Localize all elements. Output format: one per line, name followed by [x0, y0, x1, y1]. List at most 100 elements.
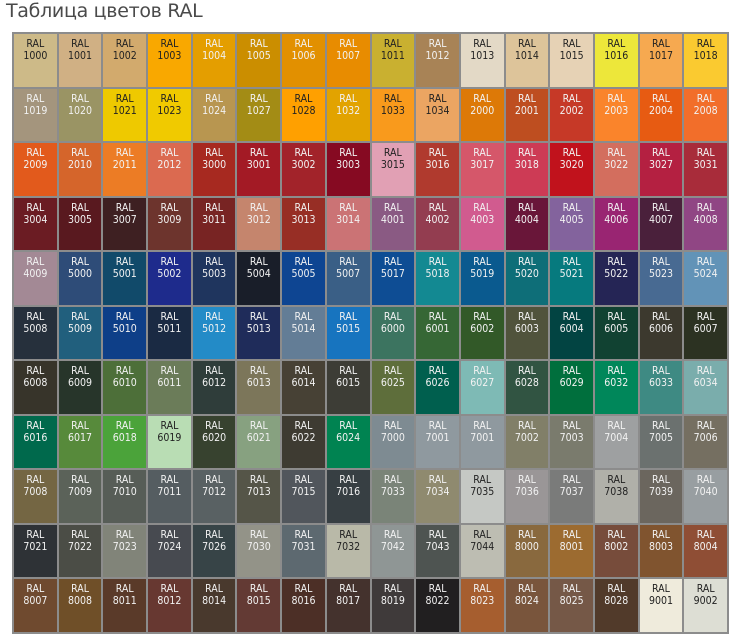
color-swatch-ral-5017[interactable]: RAL 5017: [371, 252, 415, 305]
color-swatch-ral-1005[interactable]: RAL 1005: [237, 34, 281, 87]
color-swatch-ral-6024[interactable]: RAL 6024: [326, 415, 370, 469]
color-swatch-ral-8022[interactable]: RAL 8022: [416, 579, 459, 632]
color-swatch-ral-5008[interactable]: RAL 5008: [14, 306, 57, 360]
color-swatch-ral-7034[interactable]: RAL 7034: [416, 470, 459, 523]
color-swatch-ral-2010[interactable]: RAL 2010: [58, 143, 102, 196]
color-swatch-ral-1016[interactable]: RAL 1016: [594, 34, 638, 87]
color-swatch-ral-6019[interactable]: RAL 6019: [148, 415, 191, 469]
color-swatch-ral-1024[interactable]: RAL 1024: [192, 88, 236, 142]
color-swatch-ral-1023[interactable]: RAL 1023: [148, 88, 191, 142]
color-swatch-ral-3022[interactable]: RAL 3022: [594, 143, 638, 196]
color-swatch-ral-5009[interactable]: RAL 5009: [58, 306, 102, 360]
color-swatch-ral-2003[interactable]: RAL 2003: [594, 88, 638, 142]
color-swatch-ral-1027[interactable]: RAL 1027: [237, 88, 281, 142]
color-swatch-ral-7010[interactable]: RAL 7010: [103, 470, 147, 523]
color-swatch-ral-7013[interactable]: RAL 7013: [237, 470, 281, 523]
color-swatch-ral-7043[interactable]: RAL 7043: [416, 524, 459, 578]
color-swatch-ral-5015[interactable]: RAL 5015: [326, 306, 370, 360]
color-swatch-ral-6026[interactable]: RAL 6026: [416, 361, 459, 414]
color-swatch-ral-6002[interactable]: RAL 6002: [460, 306, 504, 360]
color-swatch-ral-5007[interactable]: RAL 5007: [326, 252, 370, 305]
color-swatch-ral-6001[interactable]: RAL 6001: [416, 306, 459, 360]
color-swatch-ral-7002[interactable]: RAL 7002: [505, 415, 549, 469]
color-swatch-ral-6015[interactable]: RAL 6015: [326, 361, 370, 414]
color-swatch-ral-3020[interactable]: RAL 3020: [550, 143, 593, 196]
color-swatch-ral-5020[interactable]: RAL 5020: [505, 252, 549, 305]
color-swatch-ral-8014[interactable]: RAL 8014: [192, 579, 236, 632]
color-swatch-ral-6007[interactable]: RAL 6007: [684, 306, 727, 360]
color-swatch-ral-3016[interactable]: RAL 3016: [416, 143, 459, 196]
color-swatch-ral-8019[interactable]: RAL 8019: [371, 579, 415, 632]
color-swatch-ral-7022[interactable]: RAL 7022: [58, 524, 102, 578]
color-swatch-ral-6009[interactable]: RAL 6009: [58, 361, 102, 414]
color-swatch-ral-5022[interactable]: RAL 5022: [594, 252, 638, 305]
color-swatch-ral-2012[interactable]: RAL 2012: [148, 143, 191, 196]
color-swatch-ral-1007[interactable]: RAL 1007: [326, 34, 370, 87]
color-swatch-ral-3018[interactable]: RAL 3018: [505, 143, 549, 196]
color-swatch-ral-1004[interactable]: RAL 1004: [192, 34, 236, 87]
color-swatch-ral-4006[interactable]: RAL 4006: [594, 197, 638, 251]
color-swatch-ral-7036[interactable]: RAL 7036: [505, 470, 549, 523]
color-swatch-ral-2009[interactable]: RAL 2009: [14, 143, 57, 196]
color-swatch-ral-4007[interactable]: RAL 4007: [639, 197, 683, 251]
color-swatch-ral-6033[interactable]: RAL 6033: [639, 361, 683, 414]
color-swatch-ral-7009[interactable]: RAL 7009: [58, 470, 102, 523]
color-swatch-ral-7021[interactable]: RAL 7021: [14, 524, 57, 578]
color-swatch-ral-3014[interactable]: RAL 3014: [326, 197, 370, 251]
color-swatch-ral-7037[interactable]: RAL 7037: [550, 470, 593, 523]
color-swatch-ral-1032[interactable]: RAL 1032: [326, 88, 370, 142]
color-swatch-ral-1015[interactable]: RAL 1015: [550, 34, 593, 87]
color-swatch-ral-6011[interactable]: RAL 6011: [148, 361, 191, 414]
color-swatch-ral-3009[interactable]: RAL 3009: [148, 197, 191, 251]
color-swatch-ral-3001[interactable]: RAL 3001: [237, 143, 281, 196]
color-swatch-ral-7023[interactable]: RAL 7023: [103, 524, 147, 578]
color-swatch-ral-5023[interactable]: RAL 5023: [639, 252, 683, 305]
color-swatch-ral-3007[interactable]: RAL 3007: [103, 197, 147, 251]
color-swatch-ral-3000[interactable]: RAL 3000: [192, 143, 236, 196]
color-swatch-ral-1011[interactable]: RAL 1011: [371, 34, 415, 87]
color-swatch-ral-6027[interactable]: RAL 6027: [460, 361, 504, 414]
color-swatch-ral-6004[interactable]: RAL 6004: [550, 306, 593, 360]
color-swatch-ral-7039[interactable]: RAL 7039: [639, 470, 683, 523]
color-swatch-ral-7042[interactable]: RAL 7042: [371, 524, 415, 578]
color-swatch-ral-6012[interactable]: RAL 6012: [192, 361, 236, 414]
color-swatch-ral-4002[interactable]: RAL 4002: [416, 197, 459, 251]
color-swatch-ral-1003[interactable]: RAL 1003: [148, 34, 191, 87]
color-swatch-ral-7044[interactable]: RAL 7044: [460, 524, 504, 578]
color-swatch-ral-8024[interactable]: RAL 8024: [505, 579, 549, 632]
color-swatch-ral-5012[interactable]: RAL 5012: [192, 306, 236, 360]
color-swatch-ral-6021[interactable]: RAL 6021: [237, 415, 281, 469]
color-swatch-ral-8025[interactable]: RAL 8025: [550, 579, 593, 632]
color-swatch-ral-1021[interactable]: RAL 1021: [103, 88, 147, 142]
color-swatch-ral-2002[interactable]: RAL 2002: [550, 88, 593, 142]
color-swatch-ral-6006[interactable]: RAL 6006: [639, 306, 683, 360]
color-swatch-ral-6028[interactable]: RAL 6028: [505, 361, 549, 414]
color-swatch-ral-8003[interactable]: RAL 8003: [639, 524, 683, 578]
color-swatch-ral-6010[interactable]: RAL 6010: [103, 361, 147, 414]
color-swatch-ral-8012[interactable]: RAL 8012: [148, 579, 191, 632]
color-swatch-ral-6000[interactable]: RAL 6000: [371, 306, 415, 360]
color-swatch-ral-3011[interactable]: RAL 3011: [192, 197, 236, 251]
color-swatch-ral-7005[interactable]: RAL 7005: [639, 415, 683, 469]
color-swatch-ral-5005[interactable]: RAL 5005: [282, 252, 325, 305]
color-swatch-ral-5010[interactable]: RAL 5010: [103, 306, 147, 360]
color-swatch-ral-7033[interactable]: RAL 7033: [371, 470, 415, 523]
color-swatch-ral-1019[interactable]: RAL 1019: [14, 88, 57, 142]
color-swatch-ral-7003[interactable]: RAL 7003: [550, 415, 593, 469]
color-swatch-ral-3015[interactable]: RAL 3015: [371, 143, 415, 196]
color-swatch-ral-4005[interactable]: RAL 4005: [550, 197, 593, 251]
color-swatch-ral-7035[interactable]: RAL 7035: [460, 470, 504, 523]
color-swatch-ral-6034[interactable]: RAL 6034: [684, 361, 727, 414]
color-swatch-ral-2011[interactable]: RAL 2011: [103, 143, 147, 196]
color-swatch-ral-7015[interactable]: RAL 7015: [282, 470, 325, 523]
color-swatch-ral-1000[interactable]: RAL 1000: [14, 34, 57, 87]
color-swatch-ral-1020[interactable]: RAL 1020: [58, 88, 102, 142]
color-swatch-ral-5003[interactable]: RAL 5003: [192, 252, 236, 305]
color-swatch-ral-6003[interactable]: RAL 6003: [505, 306, 549, 360]
color-swatch-ral-1017[interactable]: RAL 1017: [639, 34, 683, 87]
color-swatch-ral-1001[interactable]: RAL 1001: [58, 34, 102, 87]
color-swatch-ral-4003[interactable]: RAL 4003: [460, 197, 504, 251]
color-swatch-ral-7001[interactable]: RAL 7001: [416, 415, 459, 469]
color-swatch-ral-2008[interactable]: RAL 2008: [684, 88, 727, 142]
color-swatch-ral-7004[interactable]: RAL 7004: [594, 415, 638, 469]
